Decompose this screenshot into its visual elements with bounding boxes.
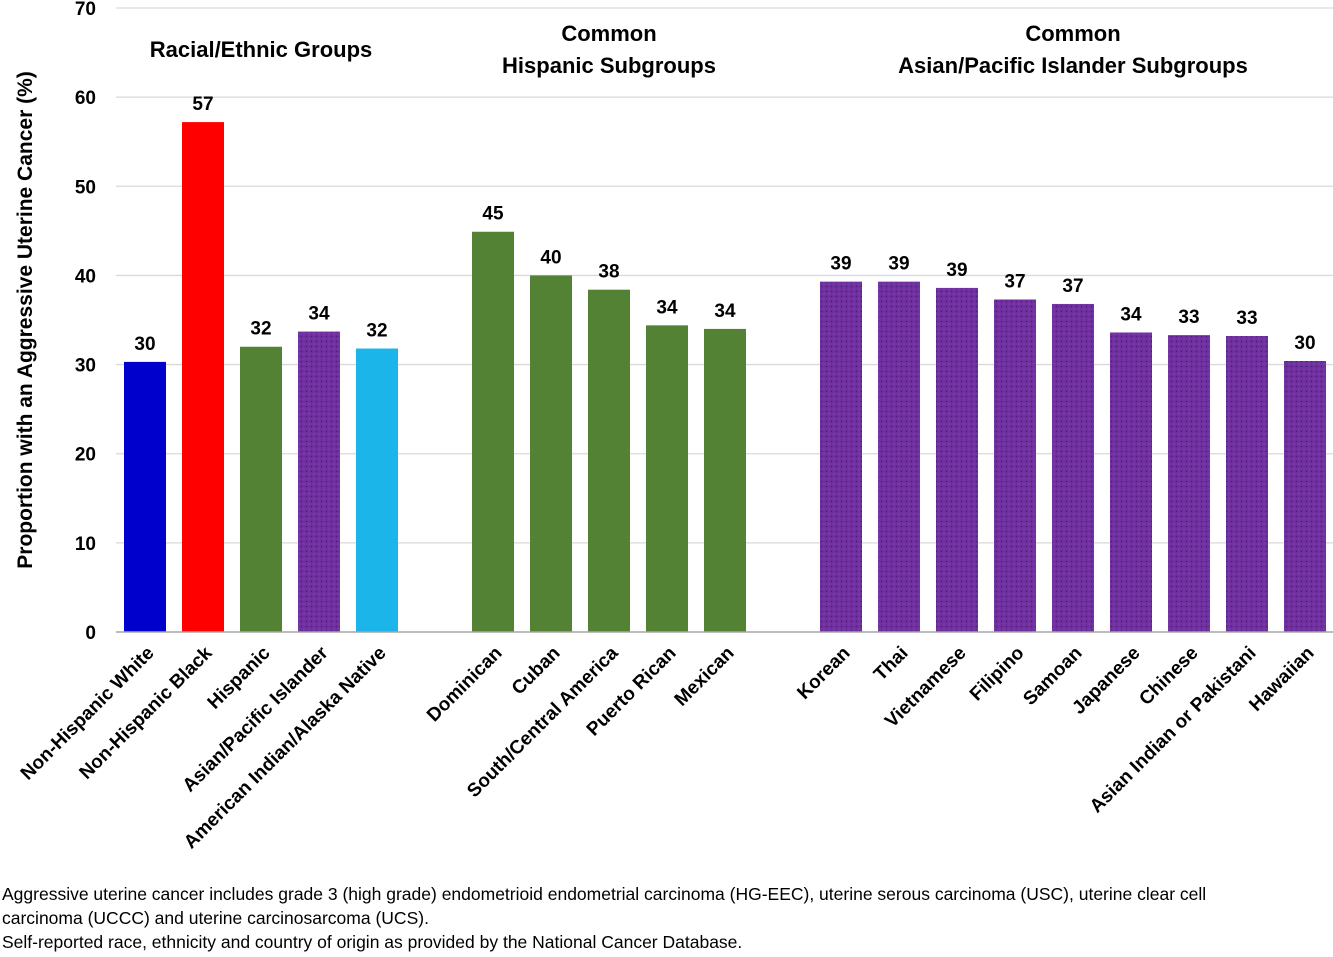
data-label: 39: [830, 254, 851, 275]
bar: [588, 289, 630, 632]
data-label: 30: [134, 334, 155, 355]
data-label: 34: [308, 304, 330, 325]
group-titles: Racial/Ethnic Groups Common Hispanic Subgr…: [150, 21, 1248, 78]
footnote-line-3: Self-reported race, ethnicity and countr…: [2, 932, 743, 952]
bar: [530, 275, 572, 632]
data-label: 32: [250, 319, 271, 340]
bar: [646, 325, 688, 632]
group-title: Racial/Ethnic Groups: [150, 37, 373, 62]
bar: [704, 328, 746, 632]
footnote-line-1: Aggressive uterine cancer includes grade…: [2, 884, 1207, 904]
data-label: 37: [1062, 276, 1083, 297]
data-label: 30: [1294, 333, 1315, 354]
bar: [240, 346, 282, 632]
bar-chart: 30 57 32 34 32 45 40 38 34 34 39 39 39 37 37 34 33 33 30 0…: [14, 0, 1333, 853]
y-tick-label: 70: [75, 0, 96, 20]
x-tick-label: Cuban: [508, 643, 565, 700]
y-axis-label: Proportion with an Aggressive Uterine Ca…: [14, 71, 37, 568]
x-tick-label: Dominican: [423, 643, 507, 727]
bar: [1168, 335, 1210, 632]
bar: [1052, 303, 1094, 632]
x-tick-label: Mexican: [671, 643, 739, 711]
data-label: 39: [946, 260, 967, 281]
bar: [1110, 332, 1152, 632]
bar: [820, 281, 862, 632]
bar: [124, 361, 166, 632]
y-tick-label: 10: [75, 534, 96, 555]
data-labels: 30 57 32 34 32 45 40 38 34 34 39 39 39 37 37 34 33 33 30: [134, 94, 1315, 355]
y-tick-label: 60: [75, 88, 96, 109]
data-label: 34: [714, 301, 736, 322]
y-tick-label: 0: [85, 623, 96, 644]
bars: [124, 122, 1326, 633]
data-label: 32: [366, 321, 387, 342]
bar: [1284, 361, 1326, 632]
bar: [298, 331, 340, 632]
data-label: 40: [540, 247, 561, 268]
data-label: 37: [1004, 271, 1025, 292]
data-label: 39: [888, 254, 909, 275]
group-title: Common: [561, 21, 656, 46]
bar: [472, 231, 514, 632]
x-tick-label: Thai: [870, 643, 912, 685]
group-title: Hispanic Subgroups: [502, 53, 716, 78]
bar: [182, 122, 224, 633]
group-title: Common: [1025, 21, 1120, 46]
data-label: 45: [482, 204, 504, 225]
data-label: 33: [1236, 308, 1257, 329]
y-tick-label: 40: [75, 266, 96, 287]
data-label: 38: [598, 262, 619, 283]
bar: [878, 281, 920, 632]
bar: [994, 299, 1036, 632]
data-label: 33: [1178, 307, 1199, 328]
x-tick-label: Korean: [793, 643, 854, 704]
footnote-line-2: carcinoma (UCCC) and uterine carcinosarc…: [2, 908, 429, 928]
data-label: 34: [1120, 304, 1142, 325]
bar: [356, 348, 398, 632]
y-tick-label: 20: [75, 445, 96, 466]
data-label: 57: [192, 94, 213, 115]
bar: [936, 287, 978, 632]
group-title: Asian/Pacific Islander Subgroups: [898, 53, 1248, 78]
y-tick-label: 50: [75, 177, 96, 198]
y-tick-label: 30: [75, 356, 96, 377]
bar: [1226, 336, 1268, 632]
data-label: 34: [656, 297, 678, 318]
